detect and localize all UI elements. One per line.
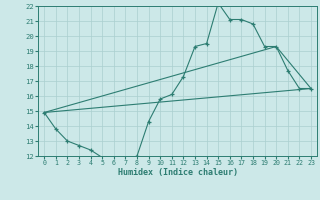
X-axis label: Humidex (Indice chaleur): Humidex (Indice chaleur) [118,168,238,177]
